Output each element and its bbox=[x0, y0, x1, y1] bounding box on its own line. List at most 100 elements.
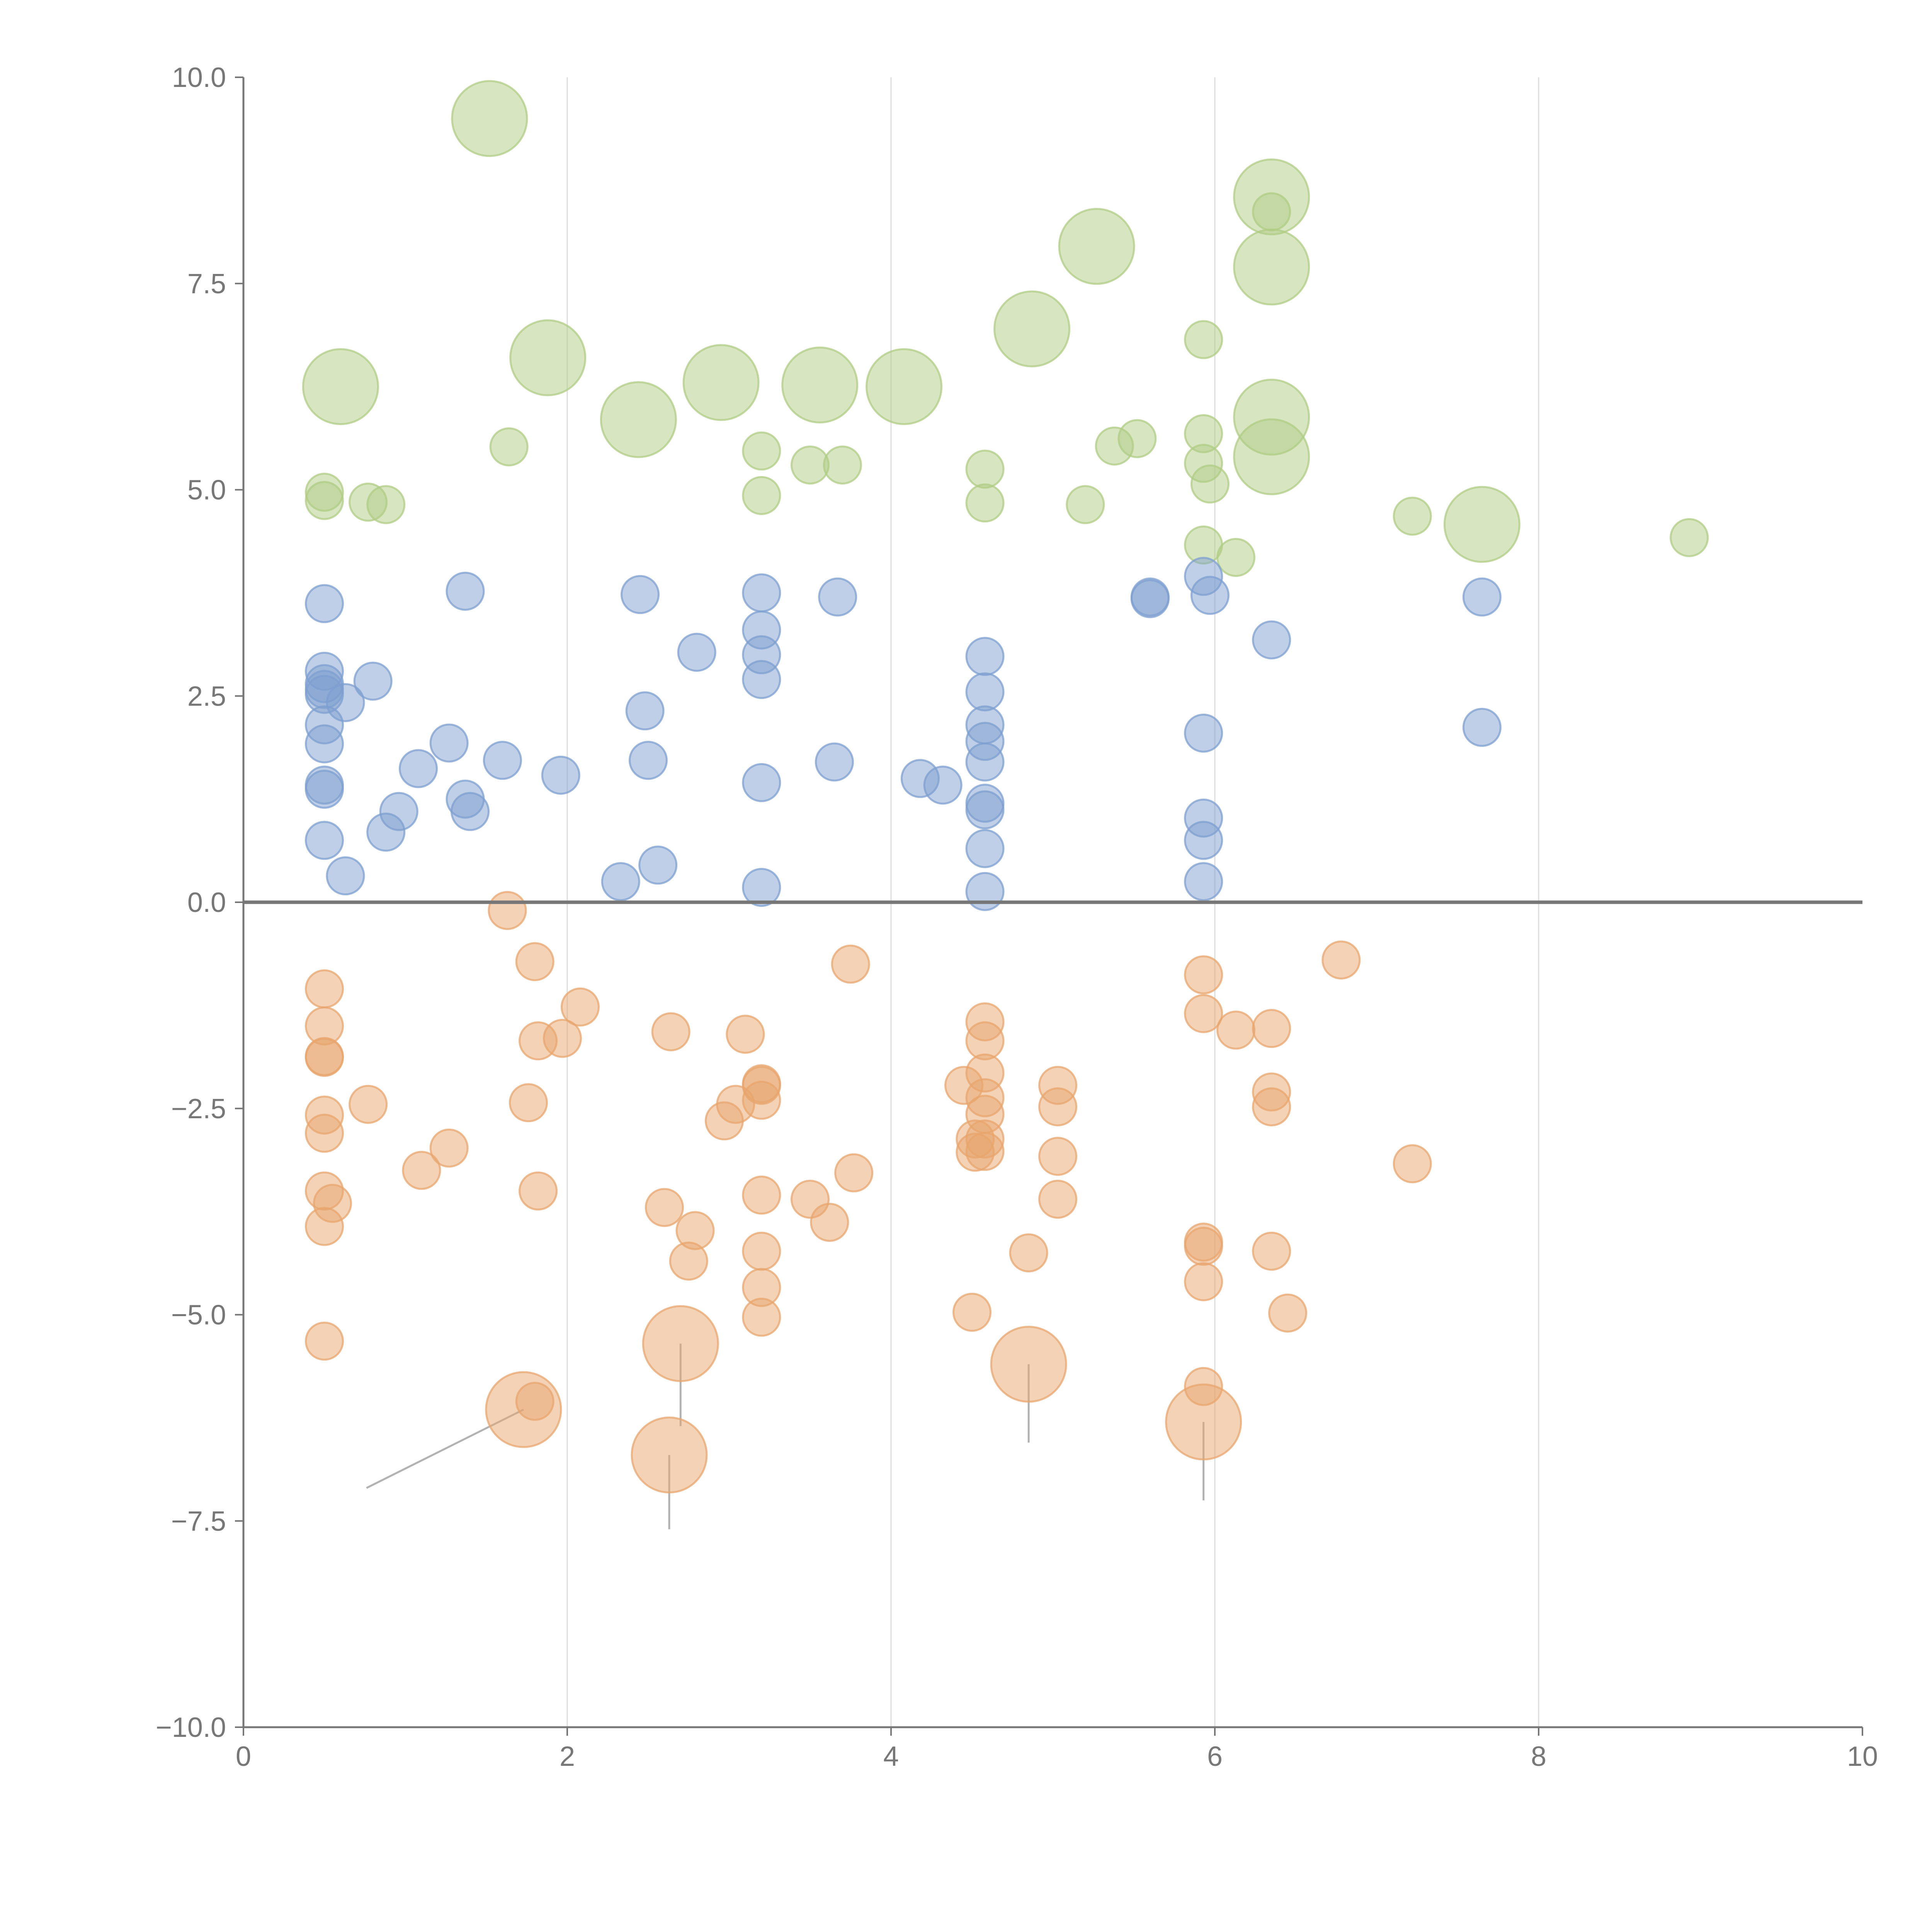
bubble-top bbox=[1117, 419, 1157, 458]
bubble-middle bbox=[1184, 862, 1223, 901]
y-tick-label: 10.0 bbox=[172, 62, 226, 93]
bubble-middle bbox=[379, 792, 418, 831]
bubble-bottom bbox=[834, 1153, 874, 1192]
bubble-bottom bbox=[1216, 1010, 1255, 1050]
bubble-middle bbox=[541, 755, 580, 795]
bubble-large-top bbox=[993, 290, 1071, 367]
y-tick-label: −10.0 bbox=[156, 1712, 226, 1743]
bubble-bottom bbox=[1038, 1087, 1078, 1126]
y-tick-label: 0.0 bbox=[187, 887, 226, 918]
bubble-middle bbox=[965, 637, 1005, 676]
bubble-top bbox=[1393, 497, 1432, 536]
bubble-bottom bbox=[1393, 1144, 1432, 1184]
bubble-bottom bbox=[349, 1085, 388, 1124]
bubble-middle bbox=[1462, 707, 1502, 747]
bubble-bottom bbox=[305, 1207, 344, 1246]
x-tick-label: 8 bbox=[1531, 1741, 1546, 1772]
bubble-bottom bbox=[742, 1175, 781, 1215]
y-tick-label: 7.5 bbox=[187, 269, 226, 299]
bubble-middle bbox=[429, 723, 469, 763]
bubble-middle bbox=[965, 672, 1005, 712]
bubble-middle bbox=[965, 829, 1005, 868]
bubble-middle bbox=[451, 792, 490, 831]
bubble-middle bbox=[965, 742, 1005, 782]
bubble-bottom bbox=[651, 1012, 690, 1051]
bubble-middle bbox=[677, 633, 716, 672]
bubble-middle bbox=[1184, 821, 1223, 860]
bubble-top bbox=[1670, 518, 1709, 557]
bubble-bottom bbox=[509, 1083, 548, 1122]
bubble-middle bbox=[1462, 577, 1502, 617]
bubble-bottom bbox=[1184, 1226, 1223, 1266]
bubble-bottom bbox=[669, 1242, 708, 1281]
bubble-middle bbox=[638, 845, 678, 885]
bubble-bottom bbox=[1184, 994, 1223, 1033]
bubble-bottom bbox=[645, 1188, 684, 1227]
bubble-bottom bbox=[1321, 940, 1361, 980]
bubble-top bbox=[965, 449, 1005, 489]
bubble-middle bbox=[353, 662, 393, 701]
bubble-large-bottom bbox=[642, 1305, 719, 1382]
bubble-middle bbox=[965, 872, 1005, 911]
bubble-middle bbox=[1252, 620, 1291, 660]
bubble-top bbox=[823, 445, 862, 485]
bubble-middle bbox=[923, 765, 963, 805]
bubble-bottom bbox=[305, 1321, 344, 1361]
bubble-top bbox=[965, 483, 1005, 523]
bubble-bottom bbox=[1252, 1087, 1291, 1126]
bubble-bottom bbox=[1184, 1262, 1223, 1301]
bubble-bottom bbox=[742, 1298, 781, 1337]
bubble-middle bbox=[621, 575, 660, 614]
series-middle bbox=[305, 557, 1502, 911]
bubble-bottom bbox=[515, 942, 554, 981]
data-bubbles bbox=[302, 80, 1709, 1493]
bubble-top bbox=[1190, 464, 1230, 504]
bubble-middle bbox=[818, 577, 857, 617]
bubble-large-top bbox=[509, 319, 587, 396]
series-bottom bbox=[305, 891, 1432, 1493]
bubble-large-bottom bbox=[631, 1416, 708, 1493]
bubble-bottom bbox=[429, 1128, 469, 1168]
bubble-middle bbox=[625, 691, 665, 731]
y-tick-label: 2.5 bbox=[187, 681, 226, 712]
bubble-top bbox=[366, 485, 406, 524]
bubble-middle bbox=[815, 742, 854, 782]
bubble-large-top bbox=[682, 344, 760, 421]
bubble-bottom bbox=[1268, 1293, 1308, 1333]
bubble-large-top bbox=[1443, 486, 1520, 563]
bubble-middle bbox=[446, 571, 485, 611]
x-tick-label: 2 bbox=[560, 1741, 575, 1772]
bubble-bottom bbox=[519, 1171, 558, 1211]
bubble-middle bbox=[629, 741, 668, 780]
y-tick-label: −7.5 bbox=[171, 1506, 226, 1537]
y-tick-label: 5.0 bbox=[187, 475, 226, 506]
bubble-middle bbox=[742, 660, 781, 699]
x-tick-label: 0 bbox=[236, 1741, 251, 1772]
bubble-bottom bbox=[952, 1293, 992, 1332]
bubble-large-bottom bbox=[1165, 1383, 1242, 1461]
bubble-large-top bbox=[1058, 208, 1135, 285]
bubble-large-top bbox=[781, 346, 859, 423]
bubble-bottom bbox=[742, 1080, 781, 1120]
bubble-large-top bbox=[600, 381, 677, 458]
bubble-large-top bbox=[1233, 228, 1310, 306]
bubble-large-bottom bbox=[485, 1371, 562, 1448]
bubble-bottom bbox=[1252, 1009, 1291, 1048]
bubble-bottom bbox=[831, 944, 870, 984]
bubble-middle bbox=[1190, 576, 1230, 615]
bubble-middle bbox=[1184, 713, 1223, 753]
bubble-large-top bbox=[1233, 418, 1310, 495]
bubble-bottom bbox=[742, 1231, 781, 1271]
bubble-bottom bbox=[305, 969, 344, 1009]
bubble-middle bbox=[483, 741, 522, 780]
bubble-top bbox=[489, 427, 529, 466]
bubble-middle bbox=[742, 763, 781, 802]
bubble-large-top bbox=[1233, 158, 1310, 236]
bubble-bottom bbox=[561, 987, 600, 1027]
bubble-bottom bbox=[1252, 1231, 1291, 1271]
bubble-top bbox=[742, 476, 781, 515]
bubble-middle bbox=[305, 584, 344, 623]
bubble-large-top bbox=[302, 348, 379, 425]
bubble-large-top bbox=[451, 80, 528, 157]
